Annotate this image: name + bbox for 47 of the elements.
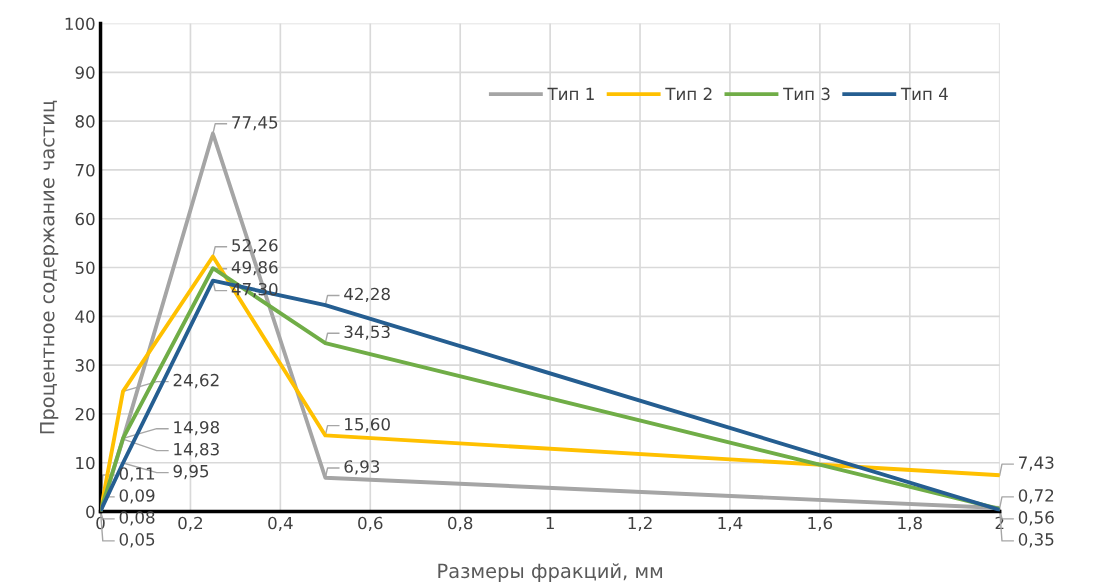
y-tick-label: 100 [65,17,95,31]
x-axis-title: Размеры фракций, мм [438,563,663,582]
legend-label: Тип 4 [900,87,948,100]
data-label: 6,93 [344,460,380,475]
x-tick-label: 1,4 [718,516,743,532]
y-tick-label: 60 [75,212,95,226]
data-label: 77,45 [232,116,278,131]
legend-label: Тип 1 [547,87,594,100]
data-label: 0,56 [1018,511,1054,526]
legend-label: Тип 2 [665,87,712,100]
data-label: 15,60 [345,417,390,433]
y-tick-label: 30 [75,359,95,372]
data-label: 49,86 [231,260,278,276]
data-label: 52,26 [232,238,278,254]
data-label: 47,30 [231,282,278,298]
x-tick-label: 0 [96,516,105,530]
y-tick-label: 90 [75,66,95,79]
x-tick-label: 1,6 [808,516,833,532]
x-tick-label: 1,2 [628,516,652,532]
y-tick-label: 50 [75,261,95,275]
legend-label: Тип 3 [783,87,830,101]
data-label: 0,35 [1018,533,1054,548]
x-tick-label: 0,2 [178,516,203,532]
y-tick-label: 20 [75,407,95,421]
y-tick-label: 10 [76,456,95,470]
x-tick-label: 1 [546,516,554,530]
data-label: 7,43 [1019,456,1054,471]
x-tick-label: 0,6 [358,516,383,532]
data-label: 14,83 [174,442,219,458]
data-label: 0,08 [119,511,155,526]
x-tick-label: 1,8 [898,516,922,532]
y-tick-label: 80 [75,115,95,128]
y-tick-label: 40 [75,310,95,323]
data-label: 0,05 [119,533,155,548]
data-label: 9,95 [173,464,209,480]
data-label: 0,09 [119,489,155,504]
y-axis-title: Процентное содержание частиц [40,100,59,434]
y-tick-label: 70 [75,163,95,177]
data-label: 24,62 [173,373,219,389]
data-label: 14,98 [174,420,220,436]
data-label: 0,11 [119,467,155,482]
data-label: 0,72 [1018,489,1054,504]
x-tick-label: 0,8 [448,516,473,532]
y-tick-label: 0 [86,505,95,519]
data-label: 42,28 [344,287,390,302]
data-label: 34,53 [344,325,390,340]
x-tick-label: 0,4 [268,516,293,532]
